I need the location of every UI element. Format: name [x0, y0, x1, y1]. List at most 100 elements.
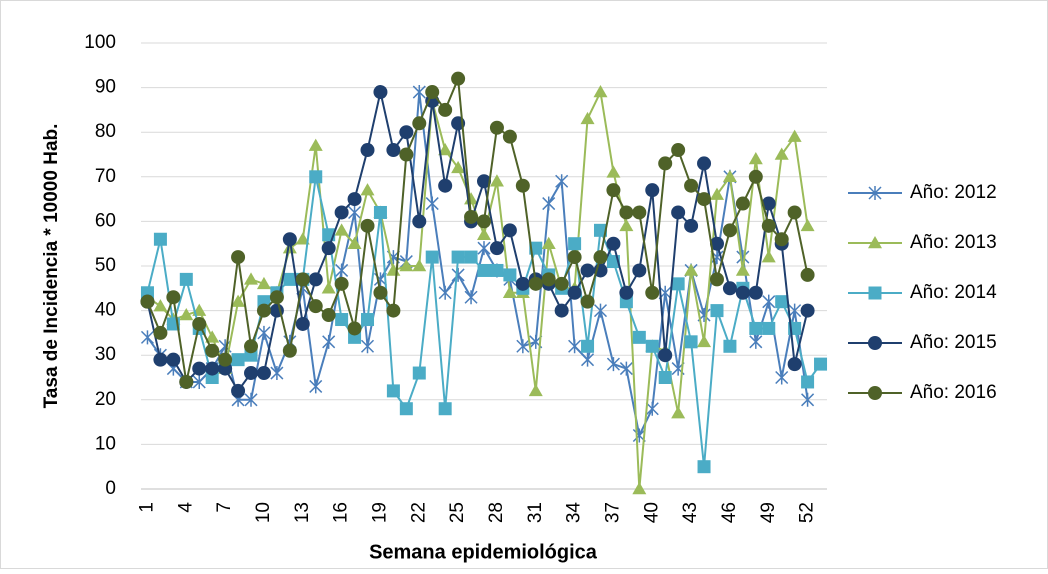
marker	[140, 294, 155, 309]
marker	[567, 250, 582, 265]
marker	[555, 174, 569, 189]
marker	[671, 143, 686, 158]
legend-label: Año: 2016	[910, 382, 997, 403]
marker	[774, 147, 789, 160]
marker	[321, 308, 336, 323]
marker	[308, 138, 323, 151]
marker	[464, 250, 478, 264]
x-tick-label: 28	[486, 502, 507, 523]
marker	[709, 187, 724, 200]
y-tick-label: 40	[95, 300, 116, 321]
x-tick-label: 49	[758, 502, 779, 523]
y-tick-label: 10	[95, 433, 116, 454]
marker	[581, 352, 595, 367]
marker	[244, 366, 259, 381]
marker	[256, 276, 271, 290]
marker	[801, 375, 815, 389]
marker	[399, 147, 414, 162]
marker	[722, 223, 737, 238]
marker	[619, 205, 634, 220]
marker	[580, 263, 595, 278]
marker	[477, 241, 491, 256]
marker	[153, 325, 168, 340]
marker	[801, 392, 815, 407]
marker	[710, 304, 724, 318]
y-tick-label: 80	[95, 121, 116, 142]
y-tick-label: 60	[95, 210, 116, 231]
marker	[438, 102, 453, 117]
marker	[179, 374, 194, 389]
marker	[464, 290, 478, 305]
marker	[477, 174, 491, 189]
marker	[334, 276, 349, 291]
marker	[632, 330, 646, 344]
x-tick-label: 13	[292, 502, 313, 523]
y-tick-label: 0	[105, 478, 116, 499]
marker	[334, 205, 349, 220]
marker	[412, 259, 427, 272]
marker	[347, 321, 362, 336]
marker	[438, 402, 452, 416]
marker	[515, 178, 530, 193]
marker	[321, 241, 336, 256]
y-axis-label: Tasa de Incidencia * 10000 Hab.	[41, 124, 62, 409]
marker	[308, 272, 323, 287]
marker	[671, 406, 686, 419]
legend-marker	[868, 386, 882, 400]
marker	[140, 330, 155, 345]
marker	[593, 85, 608, 98]
marker	[787, 205, 802, 220]
marker	[567, 285, 582, 300]
marker	[412, 85, 426, 100]
marker	[386, 143, 401, 158]
marker	[515, 276, 530, 291]
marker	[477, 263, 491, 277]
marker	[684, 263, 699, 276]
marker	[735, 196, 750, 211]
marker	[814, 357, 828, 371]
marker	[231, 353, 245, 367]
marker	[425, 250, 439, 264]
marker	[282, 343, 297, 358]
x-tick-label: 37	[602, 502, 623, 523]
marker	[529, 241, 543, 255]
marker	[697, 460, 711, 474]
marker	[425, 85, 440, 100]
x-tick-label: 10	[253, 502, 274, 523]
marker	[580, 111, 595, 125]
marker	[451, 71, 466, 86]
marker	[723, 339, 737, 353]
x-tick-label: 31	[525, 502, 546, 523]
marker	[722, 281, 737, 296]
marker	[593, 303, 608, 318]
marker	[386, 384, 400, 398]
marker	[684, 335, 698, 349]
marker	[542, 196, 556, 211]
marker	[399, 402, 413, 416]
marker	[335, 313, 349, 327]
x-tick-label: 34	[564, 502, 585, 524]
marker	[516, 339, 530, 354]
x-tick-label: 25	[447, 502, 468, 523]
marker	[295, 232, 310, 245]
x-tick-label: 4	[175, 502, 196, 513]
marker	[438, 143, 453, 156]
marker	[295, 316, 310, 331]
marker	[503, 268, 517, 282]
marker	[399, 125, 414, 140]
legend-marker	[868, 236, 882, 249]
marker	[269, 290, 284, 305]
marker	[192, 316, 207, 331]
marker	[619, 361, 633, 376]
marker	[761, 250, 776, 263]
legend-label: Año: 2012	[910, 182, 997, 203]
marker	[749, 321, 763, 335]
x-tick-label: 40	[641, 502, 662, 523]
marker	[541, 236, 556, 249]
marker	[684, 178, 699, 193]
marker	[360, 143, 375, 158]
marker	[308, 299, 323, 314]
marker	[347, 192, 362, 207]
marker	[761, 218, 776, 233]
